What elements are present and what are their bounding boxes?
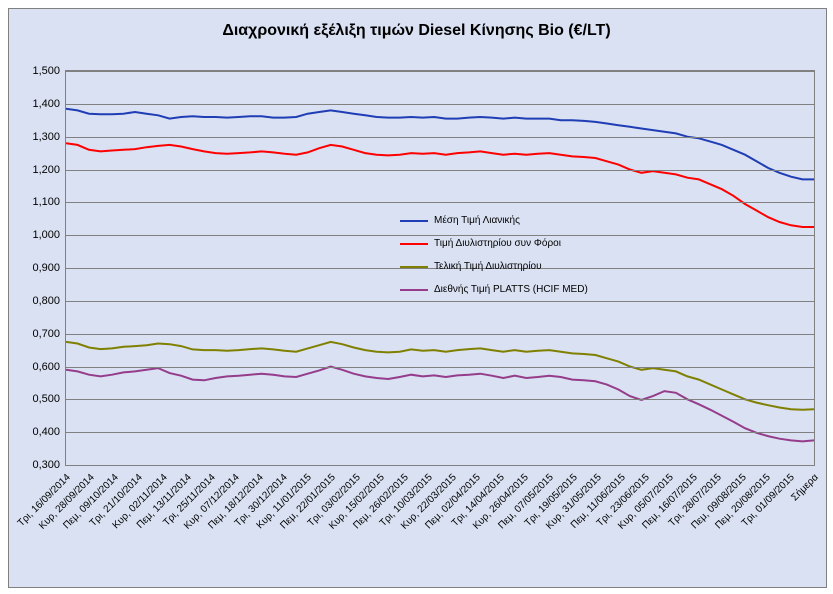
gridline <box>66 137 814 138</box>
legend-label: Τιμή Διυλιστηρίου συν Φόροι <box>434 238 561 249</box>
gridline <box>66 399 814 400</box>
legend-line-icon <box>400 243 428 245</box>
ytick-label: 0,700 <box>32 328 66 340</box>
legend-label: Τελική Τιμή Διυλιστηρίου <box>434 261 542 272</box>
ytick-label: 0,600 <box>32 361 66 373</box>
ytick-label: 0,900 <box>32 262 66 274</box>
legend-item: Διεθνής Τιμή PLATTS (HCIF MED) <box>400 284 588 295</box>
ytick-label: 0,500 <box>32 393 66 405</box>
gridline <box>66 170 814 171</box>
legend-label: Διεθνής Τιμή PLATTS (HCIF MED) <box>434 284 588 295</box>
legend-item: Τελική Τιμή Διυλιστηρίου <box>400 261 588 272</box>
legend-item: Τιμή Διυλιστηρίου συν Φόροι <box>400 238 588 249</box>
legend-line-icon <box>400 266 428 268</box>
gridline <box>66 71 814 72</box>
gridline <box>66 432 814 433</box>
series-line <box>66 367 814 442</box>
legend-item: Μέση Τιμή Λιανικής <box>400 215 588 226</box>
ytick-label: 1,500 <box>32 65 66 77</box>
legend-label: Μέση Τιμή Λιανικής <box>434 215 520 226</box>
ytick-label: 0,800 <box>32 295 66 307</box>
gridline <box>66 334 814 335</box>
chart-container: Διαχρονική εξέλιξη τιμών Diesel Κίνησης … <box>0 0 833 594</box>
gridline <box>66 465 814 466</box>
legend-line-icon <box>400 220 428 222</box>
gridline <box>66 104 814 105</box>
gridline <box>66 367 814 368</box>
ytick-label: 1,000 <box>32 229 66 241</box>
gridline <box>66 202 814 203</box>
legend: Μέση Τιμή Λιανικής Τιμή Διυλιστηρίου συν … <box>400 215 588 307</box>
ytick-label: 1,100 <box>32 196 66 208</box>
ytick-label: 1,300 <box>32 131 66 143</box>
ytick-label: 0,300 <box>32 459 66 471</box>
ytick-label: 1,200 <box>32 164 66 176</box>
chart-title: Διαχρονική εξέλιξη τιμών Diesel Κίνησης … <box>0 22 833 40</box>
legend-line-icon <box>400 289 428 291</box>
ytick-label: 0,400 <box>32 426 66 438</box>
ytick-label: 1,400 <box>32 98 66 110</box>
